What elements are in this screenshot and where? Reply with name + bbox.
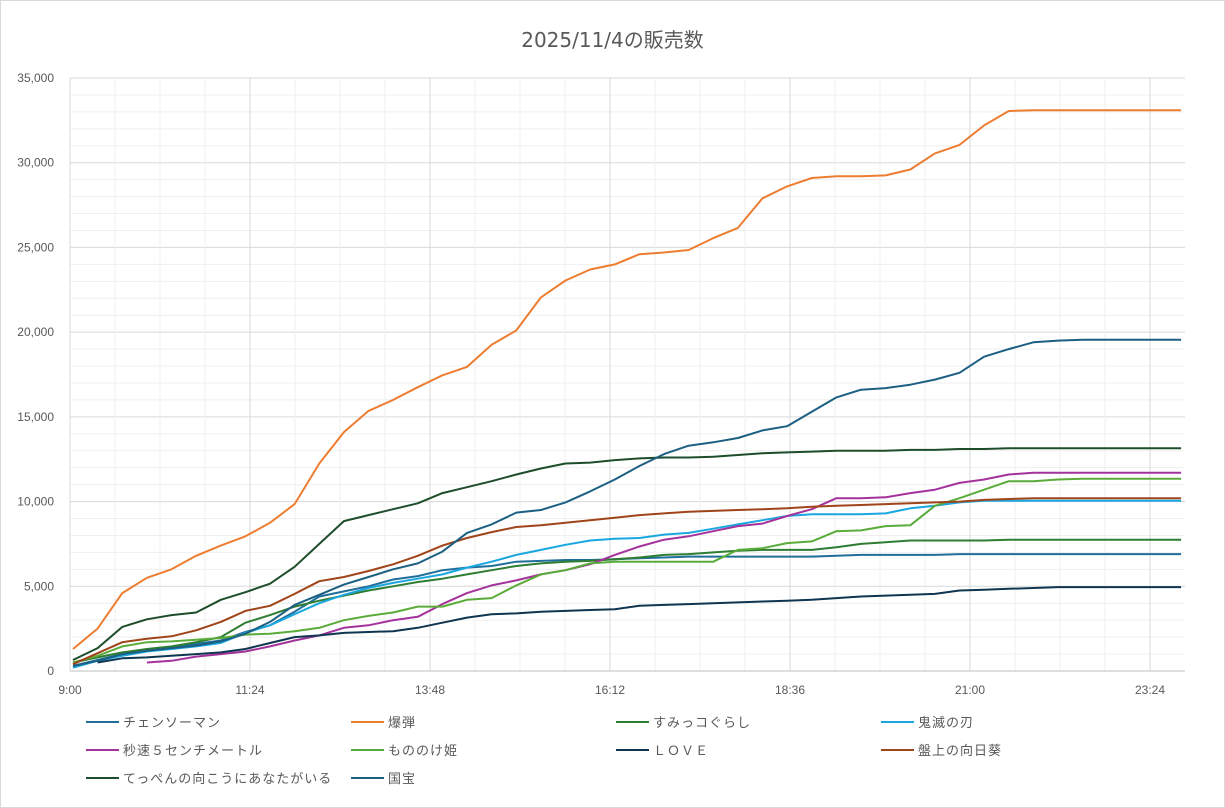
legend-label: ＬＯＶＥ bbox=[653, 744, 710, 759]
legend-label: 爆弾 bbox=[388, 716, 417, 731]
legend-item: 盤上の向日葵 bbox=[881, 740, 1002, 759]
x-tick-label: 16:12 bbox=[595, 683, 625, 697]
legend-item: もののけ姫 bbox=[351, 740, 458, 759]
legend-label: 盤上の向日葵 bbox=[918, 744, 1003, 759]
legend-swatch bbox=[86, 776, 119, 779]
legend-label: てっぺんの向こうにあなたがいる bbox=[123, 772, 333, 787]
legend-label: チェンソーマン bbox=[123, 716, 222, 731]
legend-item: 爆弾 bbox=[351, 712, 416, 731]
x-tick-label: 21:00 bbox=[955, 683, 985, 697]
legend-item: 国宝 bbox=[351, 768, 416, 787]
y-tick-label: 30,000 bbox=[17, 156, 54, 170]
legend-label: すみっコぐらし bbox=[653, 716, 752, 731]
legend-swatch bbox=[881, 748, 914, 751]
y-tick-label: 0 bbox=[47, 664, 54, 678]
legend-swatch bbox=[86, 720, 119, 723]
legend-label: 国宝 bbox=[388, 772, 417, 787]
y-tick-label: 5,000 bbox=[24, 579, 54, 593]
legend-swatch bbox=[351, 720, 384, 723]
legend-item: すみっコぐらし bbox=[616, 712, 751, 731]
legend-swatch bbox=[351, 776, 384, 779]
series-line-9 bbox=[72, 338, 1182, 667]
series-line-6 bbox=[97, 586, 1182, 664]
x-tick-label: 18:36 bbox=[775, 683, 805, 697]
series-line-1 bbox=[72, 109, 1182, 650]
y-tick-label: 10,000 bbox=[17, 495, 54, 509]
series-line-5 bbox=[72, 477, 1182, 664]
x-tick-label: 13:48 bbox=[415, 683, 445, 697]
legend-swatch bbox=[351, 748, 384, 751]
y-tick-label: 15,000 bbox=[17, 410, 54, 424]
legend-swatch bbox=[616, 748, 649, 751]
x-tick-label: 23:24 bbox=[1135, 683, 1165, 697]
series-line-2 bbox=[72, 538, 1182, 664]
legend-item: 秒速５センチメートル bbox=[86, 740, 263, 759]
legend-swatch bbox=[616, 720, 649, 723]
x-tick-label: 9:00 bbox=[58, 683, 82, 697]
legend-swatch bbox=[881, 720, 914, 723]
legend-item: てっぺんの向こうにあなたがいる bbox=[86, 768, 332, 787]
legend-label: もののけ姫 bbox=[388, 744, 459, 759]
x-tick-label: 11:24 bbox=[235, 683, 264, 697]
y-tick-label: 20,000 bbox=[17, 325, 54, 339]
legend-item: チェンソーマン bbox=[86, 712, 221, 731]
legend-swatch bbox=[86, 748, 119, 751]
y-tick-label: 35,000 bbox=[17, 71, 54, 85]
series-line-3 bbox=[72, 499, 1182, 669]
legend-label: 鬼滅の刃 bbox=[918, 716, 975, 731]
series-line-7 bbox=[72, 497, 1182, 666]
chart-title: 2025/11/4の販売数 bbox=[521, 28, 704, 52]
legend-item: ＬＯＶＥ bbox=[616, 740, 709, 759]
legend-label: 秒速５センチメートル bbox=[123, 744, 264, 759]
series-line-8 bbox=[72, 447, 1182, 661]
legend-item: 鬼滅の刃 bbox=[881, 712, 974, 731]
y-tick-label: 25,000 bbox=[17, 240, 54, 254]
